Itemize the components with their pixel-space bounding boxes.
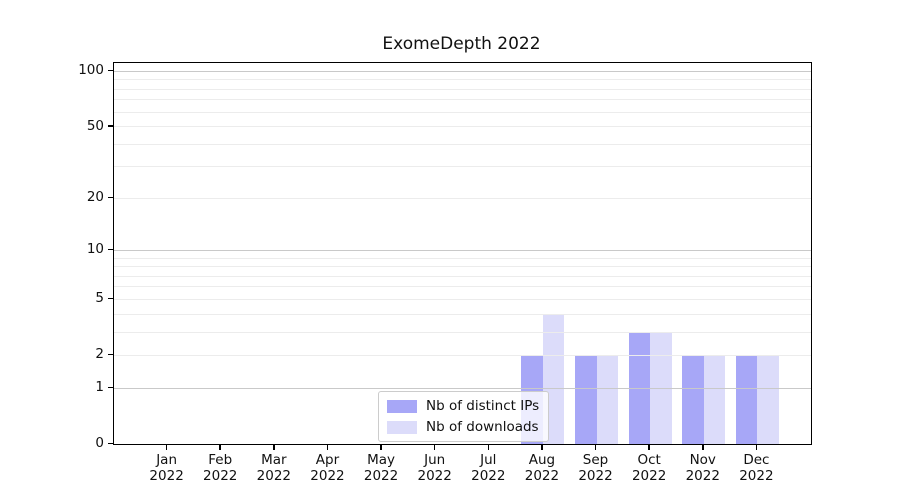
x-tick-label-jul: Jul 2022 — [471, 452, 506, 484]
gridline-minor — [114, 111, 811, 113]
x-tick-label-sep: Sep 2022 — [578, 452, 613, 484]
y-tick-label: 50 — [86, 117, 104, 134]
y-tick-mark — [108, 442, 113, 444]
gridline-minor — [114, 197, 811, 199]
gridline-minor — [114, 313, 811, 315]
y-tick-label: 10 — [86, 241, 104, 258]
legend-swatch-distinct-ips — [387, 399, 417, 413]
y-tick-mark — [108, 386, 113, 389]
x-tick-label-dec: Dec 2022 — [739, 452, 774, 484]
y-tick-mark — [108, 196, 113, 199]
plot-area — [113, 62, 812, 445]
bar-sep-ips — [575, 355, 597, 444]
y-tick-mark — [108, 353, 113, 356]
y-tick-label: 20 — [86, 189, 104, 206]
x-tick-mark — [219, 444, 221, 450]
bar-sep-downloads — [596, 355, 618, 444]
x-tick-label-aug: Aug 2022 — [524, 452, 560, 484]
legend-swatch-downloads — [387, 420, 417, 434]
legend: Nb of distinct IPs Nb of downloads — [378, 391, 550, 442]
bar-nov-ips — [682, 355, 704, 444]
gridline-minor — [114, 88, 811, 90]
x-tick-label-feb: Feb 2022 — [203, 452, 238, 484]
y-tick-label: 2 — [95, 346, 104, 363]
x-tick-label-mar: Mar 2022 — [256, 452, 292, 484]
gridline-minor — [114, 166, 811, 168]
y-tick-label: 1 — [95, 379, 104, 396]
legend-item-distinct-ips: Nb of distinct IPs — [387, 398, 539, 414]
y-tick-mark — [108, 297, 113, 300]
x-tick-mark — [541, 444, 543, 450]
gridline-minor — [114, 266, 811, 268]
gridline-major — [114, 249, 811, 251]
legend-item-downloads: Nb of downloads — [387, 419, 539, 435]
bar-oct-ips — [628, 332, 651, 444]
legend-label-downloads: Nb of downloads — [426, 419, 539, 435]
gridline-minor — [114, 143, 811, 145]
x-tick-label-oct: Oct 2022 — [631, 452, 667, 484]
gridline-minor — [114, 79, 811, 81]
y-tick-mark — [108, 125, 113, 127]
gridline-minor — [114, 286, 811, 288]
bar-dec-ips — [735, 355, 758, 444]
x-tick-mark — [433, 444, 436, 450]
y-tick-label: 0 — [95, 435, 104, 451]
x-tick-mark — [326, 444, 329, 450]
x-tick-label-jan: Jan 2022 — [149, 452, 184, 484]
x-tick-mark — [594, 444, 597, 450]
gridline-minor — [114, 257, 811, 259]
gridline-minor — [114, 99, 811, 101]
bar-oct-downloads — [650, 332, 672, 444]
x-tick-label-nov: Nov 2022 — [685, 452, 720, 484]
gridline-minor — [114, 331, 811, 333]
gridline-minor — [114, 126, 811, 128]
gridline-major — [114, 70, 811, 72]
x-tick-mark — [702, 444, 704, 450]
x-tick-mark — [273, 444, 275, 450]
x-tick-label-may: May 2022 — [363, 452, 399, 484]
bar-nov-downloads — [703, 355, 726, 444]
legend-label-distinct-ips: Nb of distinct IPs — [426, 398, 540, 414]
y-tick-label: 100 — [78, 62, 104, 79]
x-tick-label-jun: Jun 2022 — [417, 452, 452, 484]
y-tick-mark — [108, 69, 113, 72]
x-tick-mark — [380, 444, 382, 450]
gridline-minor — [114, 298, 811, 300]
bar-dec-downloads — [757, 355, 779, 444]
y-tick-label: 5 — [95, 290, 104, 307]
x-tick-mark — [648, 444, 650, 450]
x-tick-mark — [165, 444, 168, 450]
x-tick-mark — [755, 444, 758, 450]
y-tick-mark — [108, 248, 113, 251]
chart-title: ExomeDepth 2022 — [382, 34, 541, 54]
x-tick-mark — [487, 444, 490, 450]
x-tick-label-apr: Apr 2022 — [310, 452, 345, 484]
gridline-minor — [114, 275, 811, 277]
